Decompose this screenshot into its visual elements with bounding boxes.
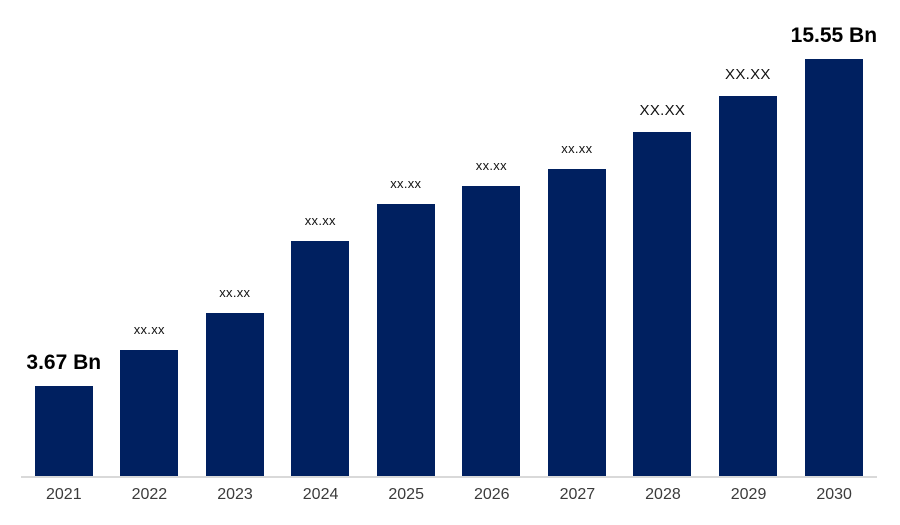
- x-axis-labels: 2021 2022 2023 2024 2025 2026 2027 2028 2029 2030: [21, 486, 877, 504]
- x-axis-label: 2023: [217, 486, 253, 503]
- bar-value-label: XX.XX: [639, 102, 686, 120]
- bar-group: 15.55 Bn: [791, 0, 877, 477]
- bar: [718, 96, 777, 477]
- bar-group: XX.XX: [620, 0, 706, 477]
- bar-value-label: xx.xx: [561, 141, 593, 157]
- bar: [120, 350, 179, 477]
- bar-value-label: XX.XX: [725, 66, 771, 84]
- bar-group: xx.xx: [107, 0, 193, 477]
- bar-value-label: xx.xx: [133, 322, 165, 338]
- bar-group: xx.xx: [449, 0, 535, 477]
- x-axis-label: 2022: [131, 486, 168, 503]
- x-axis-label: 2029: [730, 486, 767, 503]
- bar-group: XX.XX: [705, 0, 791, 477]
- bar-value-label: 15.55 Bn: [790, 23, 878, 47]
- x-axis-label: 2021: [46, 486, 82, 503]
- x-axis-label: 2026: [473, 486, 510, 503]
- bar: [547, 169, 606, 477]
- bar: [205, 313, 264, 477]
- bar: [376, 204, 435, 477]
- bar-value-label: xx.xx: [304, 213, 336, 229]
- bar-group: xx.xx: [192, 0, 278, 477]
- x-axis-line: [21, 476, 877, 478]
- x-axis-label: 2027: [559, 486, 596, 503]
- bar-group: xx.xx: [278, 0, 364, 477]
- x-axis-label: 2030: [816, 486, 852, 503]
- bar: [633, 132, 692, 477]
- bar: [804, 59, 863, 477]
- x-axis-label: 2028: [645, 486, 681, 503]
- x-axis-label: 2025: [388, 486, 424, 503]
- bar: [291, 241, 350, 477]
- bar-value-label: xx.xx: [390, 176, 422, 192]
- bar-value-label: xx.xx: [219, 285, 251, 301]
- x-axis-label: 2024: [302, 486, 339, 503]
- bar: [34, 386, 93, 477]
- bar-value-label: xx.xx: [475, 158, 507, 174]
- bar: [462, 186, 521, 477]
- plot-area: 3.67 Bn xx.xx xx.xx xx.xx xx.xx xx.xx xx.xx XX.…: [21, 0, 877, 477]
- bar-group: xx.xx: [363, 0, 449, 477]
- bar-value-label: 3.67 Bn: [26, 350, 102, 374]
- bar-group: xx.xx: [534, 0, 620, 477]
- bar-group: 3.67 Bn: [21, 0, 107, 477]
